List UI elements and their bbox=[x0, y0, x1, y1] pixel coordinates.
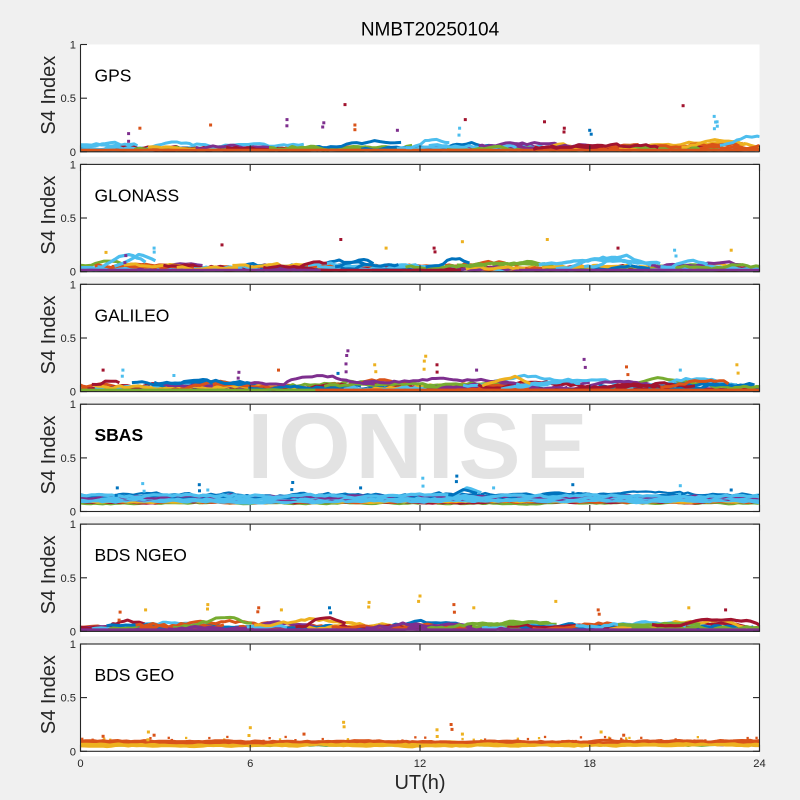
svg-text:S4 Index: S4 Index bbox=[38, 535, 60, 614]
svg-text:0: 0 bbox=[70, 507, 76, 519]
svg-text:BDS NGEO: BDS NGEO bbox=[95, 545, 187, 565]
svg-text:GLONASS: GLONASS bbox=[95, 185, 180, 205]
svg-text:BDS GEO: BDS GEO bbox=[95, 665, 175, 685]
svg-text:0: 0 bbox=[77, 758, 83, 770]
svg-text:0.5: 0.5 bbox=[60, 213, 76, 225]
svg-text:12: 12 bbox=[414, 758, 426, 770]
svg-text:S4 Index: S4 Index bbox=[38, 295, 60, 374]
svg-text:1: 1 bbox=[70, 279, 76, 291]
svg-text:0.5: 0.5 bbox=[60, 453, 76, 465]
svg-text:0.5: 0.5 bbox=[60, 693, 76, 705]
svg-text:S4 Index: S4 Index bbox=[38, 655, 60, 734]
svg-text:0: 0 bbox=[70, 626, 76, 638]
svg-text:0: 0 bbox=[70, 387, 76, 399]
svg-text:S4 Index: S4 Index bbox=[38, 415, 60, 494]
svg-text:S4 Index: S4 Index bbox=[38, 56, 60, 135]
svg-text:GALILEO: GALILEO bbox=[95, 305, 170, 325]
svg-text:0.5: 0.5 bbox=[60, 333, 76, 345]
svg-text:NMBT20250104: NMBT20250104 bbox=[361, 20, 500, 41]
svg-text:24: 24 bbox=[753, 758, 765, 770]
svg-text:1: 1 bbox=[70, 399, 76, 411]
svg-text:0: 0 bbox=[70, 746, 76, 758]
svg-text:SBAS: SBAS bbox=[95, 425, 144, 445]
svg-text:6: 6 bbox=[247, 758, 253, 770]
svg-text:0: 0 bbox=[70, 147, 76, 159]
svg-text:IONISE: IONISE bbox=[247, 394, 592, 498]
svg-text:0: 0 bbox=[70, 267, 76, 279]
svg-text:GPS: GPS bbox=[95, 66, 132, 86]
svg-text:0.5: 0.5 bbox=[60, 573, 76, 585]
svg-text:1: 1 bbox=[70, 40, 76, 52]
svg-text:1: 1 bbox=[70, 519, 76, 531]
svg-text:0.5: 0.5 bbox=[60, 93, 76, 105]
svg-text:18: 18 bbox=[584, 758, 596, 770]
svg-text:1: 1 bbox=[70, 639, 76, 651]
svg-text:UT(h): UT(h) bbox=[394, 772, 445, 794]
svg-text:1: 1 bbox=[70, 159, 76, 171]
svg-text:S4 Index: S4 Index bbox=[38, 176, 60, 255]
